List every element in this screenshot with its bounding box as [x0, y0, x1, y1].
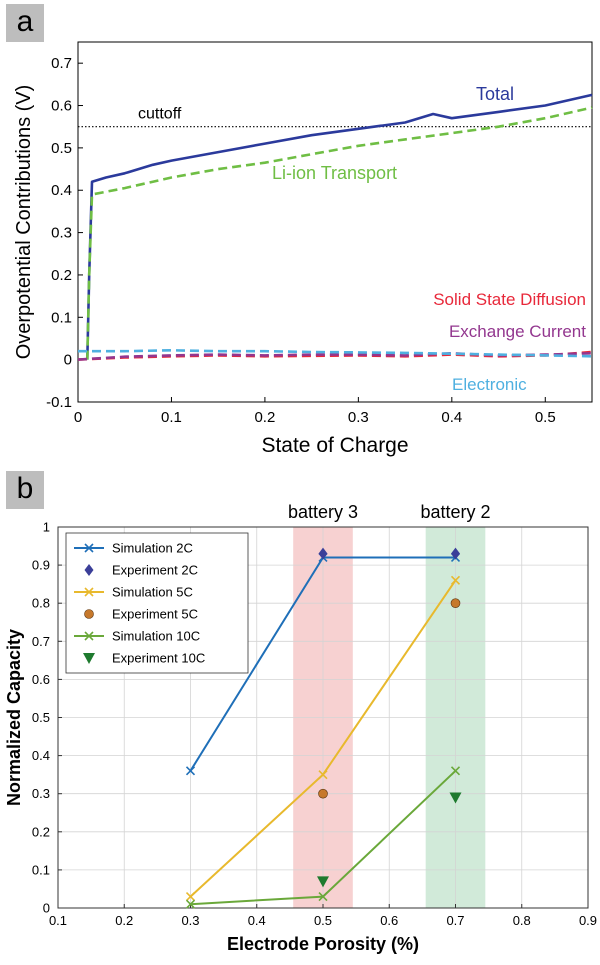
- series-label-electronic: Electronic: [452, 375, 527, 394]
- series-label-li-ion-transport: Li-ion Transport: [272, 163, 397, 183]
- data-point-simulation-10c: [185, 899, 196, 909]
- overpotential-chart: 0 0.1 0.2 0.3 0.4 0.5-0.100.10.20.30.40.50.60…: [13, 41, 593, 457]
- series-label-total: Total: [476, 84, 514, 104]
- x-axis-label: Electrode Porosity (%): [227, 934, 419, 954]
- y-tick-label: 0.6: [32, 672, 50, 687]
- x-tick-label: 0.2: [115, 913, 133, 928]
- data-point-simulation-5c: [318, 770, 328, 780]
- legend-marker-simulation-10c: [84, 631, 94, 641]
- series-label-exchange-current: Exchange Current: [449, 322, 586, 341]
- y-tick-label: 0.5: [51, 140, 72, 157]
- panel-a-tag: a: [6, 4, 44, 42]
- x-tick-label: 0.3: [348, 409, 369, 426]
- series-line-electronic: [78, 348, 593, 358]
- series-label-solid-state-diffusion: Solid State Diffusion: [433, 290, 586, 309]
- data-point-simulation-2c: [185, 766, 196, 776]
- legend-marker-simulation-5c: [84, 587, 94, 597]
- y-tick-label: 0.4: [32, 748, 50, 763]
- y-tick-label: 0: [43, 901, 50, 916]
- legend: Simulation 2C Experiment 2C Simulation 5C E…: [65, 532, 249, 674]
- y-tick-label: 0.2: [32, 824, 50, 839]
- legend-entry-simulation-5c: Simulation 5C: [112, 585, 193, 600]
- data-point-experiment-10c: [449, 792, 462, 804]
- y-tick-label: 0.3: [51, 225, 72, 242]
- y-tick-label: 0.8: [32, 596, 50, 611]
- x-tick-label: 0.5: [535, 409, 556, 426]
- x-tick-label: 0.7: [446, 913, 464, 928]
- data-point-simulation-10c: [318, 892, 328, 902]
- band-label-battery-3: battery 3: [288, 502, 358, 522]
- cutoff-label: cuttoff: [138, 106, 182, 123]
- x-tick-label: 0: [74, 409, 82, 426]
- x-tick-label: 0.4: [441, 409, 462, 426]
- data-point-simulation-5c: [185, 892, 196, 902]
- x-tick-label: 0.9: [579, 913, 597, 928]
- x-tick-label: 0.2: [254, 409, 275, 426]
- y-tick-label: 0.3: [32, 786, 50, 801]
- x-axis-label: State of Charge: [261, 434, 408, 457]
- y-tick-label: 0.1: [32, 862, 50, 877]
- data-point-experiment-2c: [451, 547, 460, 560]
- y-tick-label: 0.4: [51, 182, 72, 199]
- legend-entry-simulation-2c: Simulation 2C: [112, 541, 193, 556]
- x-tick-label: 0.5: [314, 913, 332, 928]
- y-tick-label: 0.7: [51, 55, 72, 72]
- x-tick-label: 0.1: [49, 913, 67, 928]
- y-tick-label: 0.1: [51, 309, 72, 326]
- legend-entry-simulation-10c: Simulation 10C: [112, 629, 200, 644]
- y-tick-label: 0: [64, 352, 72, 369]
- y-tick-label: 1: [43, 520, 50, 535]
- x-tick-label: 0.4: [248, 913, 266, 928]
- band-label-battery-2: battery 2: [420, 502, 490, 522]
- data-point-experiment-5c: [318, 788, 328, 799]
- y-tick-label: 0.9: [32, 558, 50, 573]
- x-tick-label: 0.8: [513, 913, 531, 928]
- y-tick-label: 0.7: [32, 634, 50, 649]
- y-tick-label: 0.2: [51, 267, 72, 284]
- x-tick-label: 0.1: [161, 409, 182, 426]
- series-line-total: [86, 93, 593, 360]
- legend-marker-simulation-2c: [84, 543, 94, 553]
- y-axis-label: Overpotential Contributions (V): [13, 85, 35, 360]
- legend-box: [65, 532, 249, 674]
- y-tick-label: 0.6: [51, 98, 72, 115]
- data-point-simulation-5c: [450, 575, 461, 585]
- legend-entry-experiment-10c: Experiment 10C: [112, 651, 205, 666]
- data-point-simulation-10c: [450, 766, 461, 776]
- plot-frame: [77, 41, 593, 403]
- y-tick-label: -0.1: [46, 394, 72, 411]
- legend-marker-experiment-10c: [83, 653, 95, 664]
- data-point-experiment-5c: [450, 598, 461, 609]
- legend-entry-experiment-2c: Experiment 2C: [112, 563, 198, 578]
- y-tick-label: 0.5: [32, 710, 50, 725]
- x-tick-label: 0.6: [380, 913, 398, 928]
- series-line-li-ion-transport: [86, 106, 593, 360]
- panel-b-tag: b: [6, 471, 44, 509]
- legend-marker-experiment-5c: [84, 609, 94, 619]
- data-point-experiment-2c: [318, 547, 328, 560]
- legend-entry-experiment-5c: Experiment 5C: [112, 607, 198, 622]
- x-tick-label: 0.3: [181, 913, 199, 928]
- y-axis-label: Normalized Capacity: [4, 629, 24, 806]
- data-point-experiment-10c: [317, 876, 329, 888]
- legend-marker-experiment-2c: [84, 564, 94, 576]
